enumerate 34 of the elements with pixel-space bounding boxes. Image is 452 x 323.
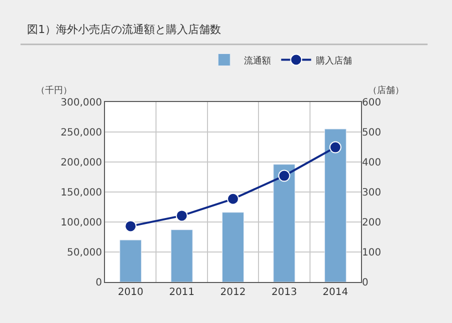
x-tick-label: 2010 bbox=[118, 287, 144, 298]
x-tick-label: 2013 bbox=[271, 287, 297, 298]
legend-label: 流通額 bbox=[244, 55, 272, 66]
x-tick-label: 2014 bbox=[322, 287, 348, 298]
bar bbox=[222, 212, 244, 282]
y2-axis-title: （店舗） bbox=[368, 85, 404, 96]
y-tick-label: 250,000 bbox=[60, 128, 102, 138]
x-tick-label: 2012 bbox=[220, 287, 246, 298]
bar bbox=[120, 240, 142, 282]
chart-title: 図1）海外小売店の流通額と購入店舗数 bbox=[27, 22, 222, 36]
bar bbox=[273, 164, 296, 282]
point bbox=[176, 210, 188, 222]
point bbox=[278, 170, 290, 182]
y-axis-title: （千円） bbox=[36, 85, 72, 96]
point bbox=[329, 141, 342, 154]
y2-tick-label: 100 bbox=[362, 248, 382, 258]
point bbox=[124, 220, 137, 232]
bar bbox=[170, 230, 193, 282]
y2-tick-label: 0 bbox=[362, 278, 368, 288]
y-tick-label: 100,000 bbox=[60, 218, 102, 228]
y2-tick-label: 500 bbox=[362, 128, 382, 138]
y-tick-label: 300,000 bbox=[60, 98, 102, 108]
y2-tick-label: 300 bbox=[362, 188, 382, 198]
legend-label: 購入店舗 bbox=[316, 55, 352, 66]
y-tick-label: 0 bbox=[96, 278, 102, 288]
point bbox=[227, 192, 239, 205]
y-tick-label: 50,000 bbox=[67, 248, 102, 258]
y2-tick-label: 200 bbox=[362, 218, 382, 228]
x-tick-label: 2011 bbox=[169, 287, 195, 298]
y-tick-label: 150,000 bbox=[60, 188, 102, 198]
bar bbox=[324, 128, 346, 282]
y2-tick-label: 600 bbox=[362, 98, 382, 108]
y-tick-label: 200,000 bbox=[60, 158, 102, 168]
y2-tick-label: 400 bbox=[362, 158, 382, 168]
